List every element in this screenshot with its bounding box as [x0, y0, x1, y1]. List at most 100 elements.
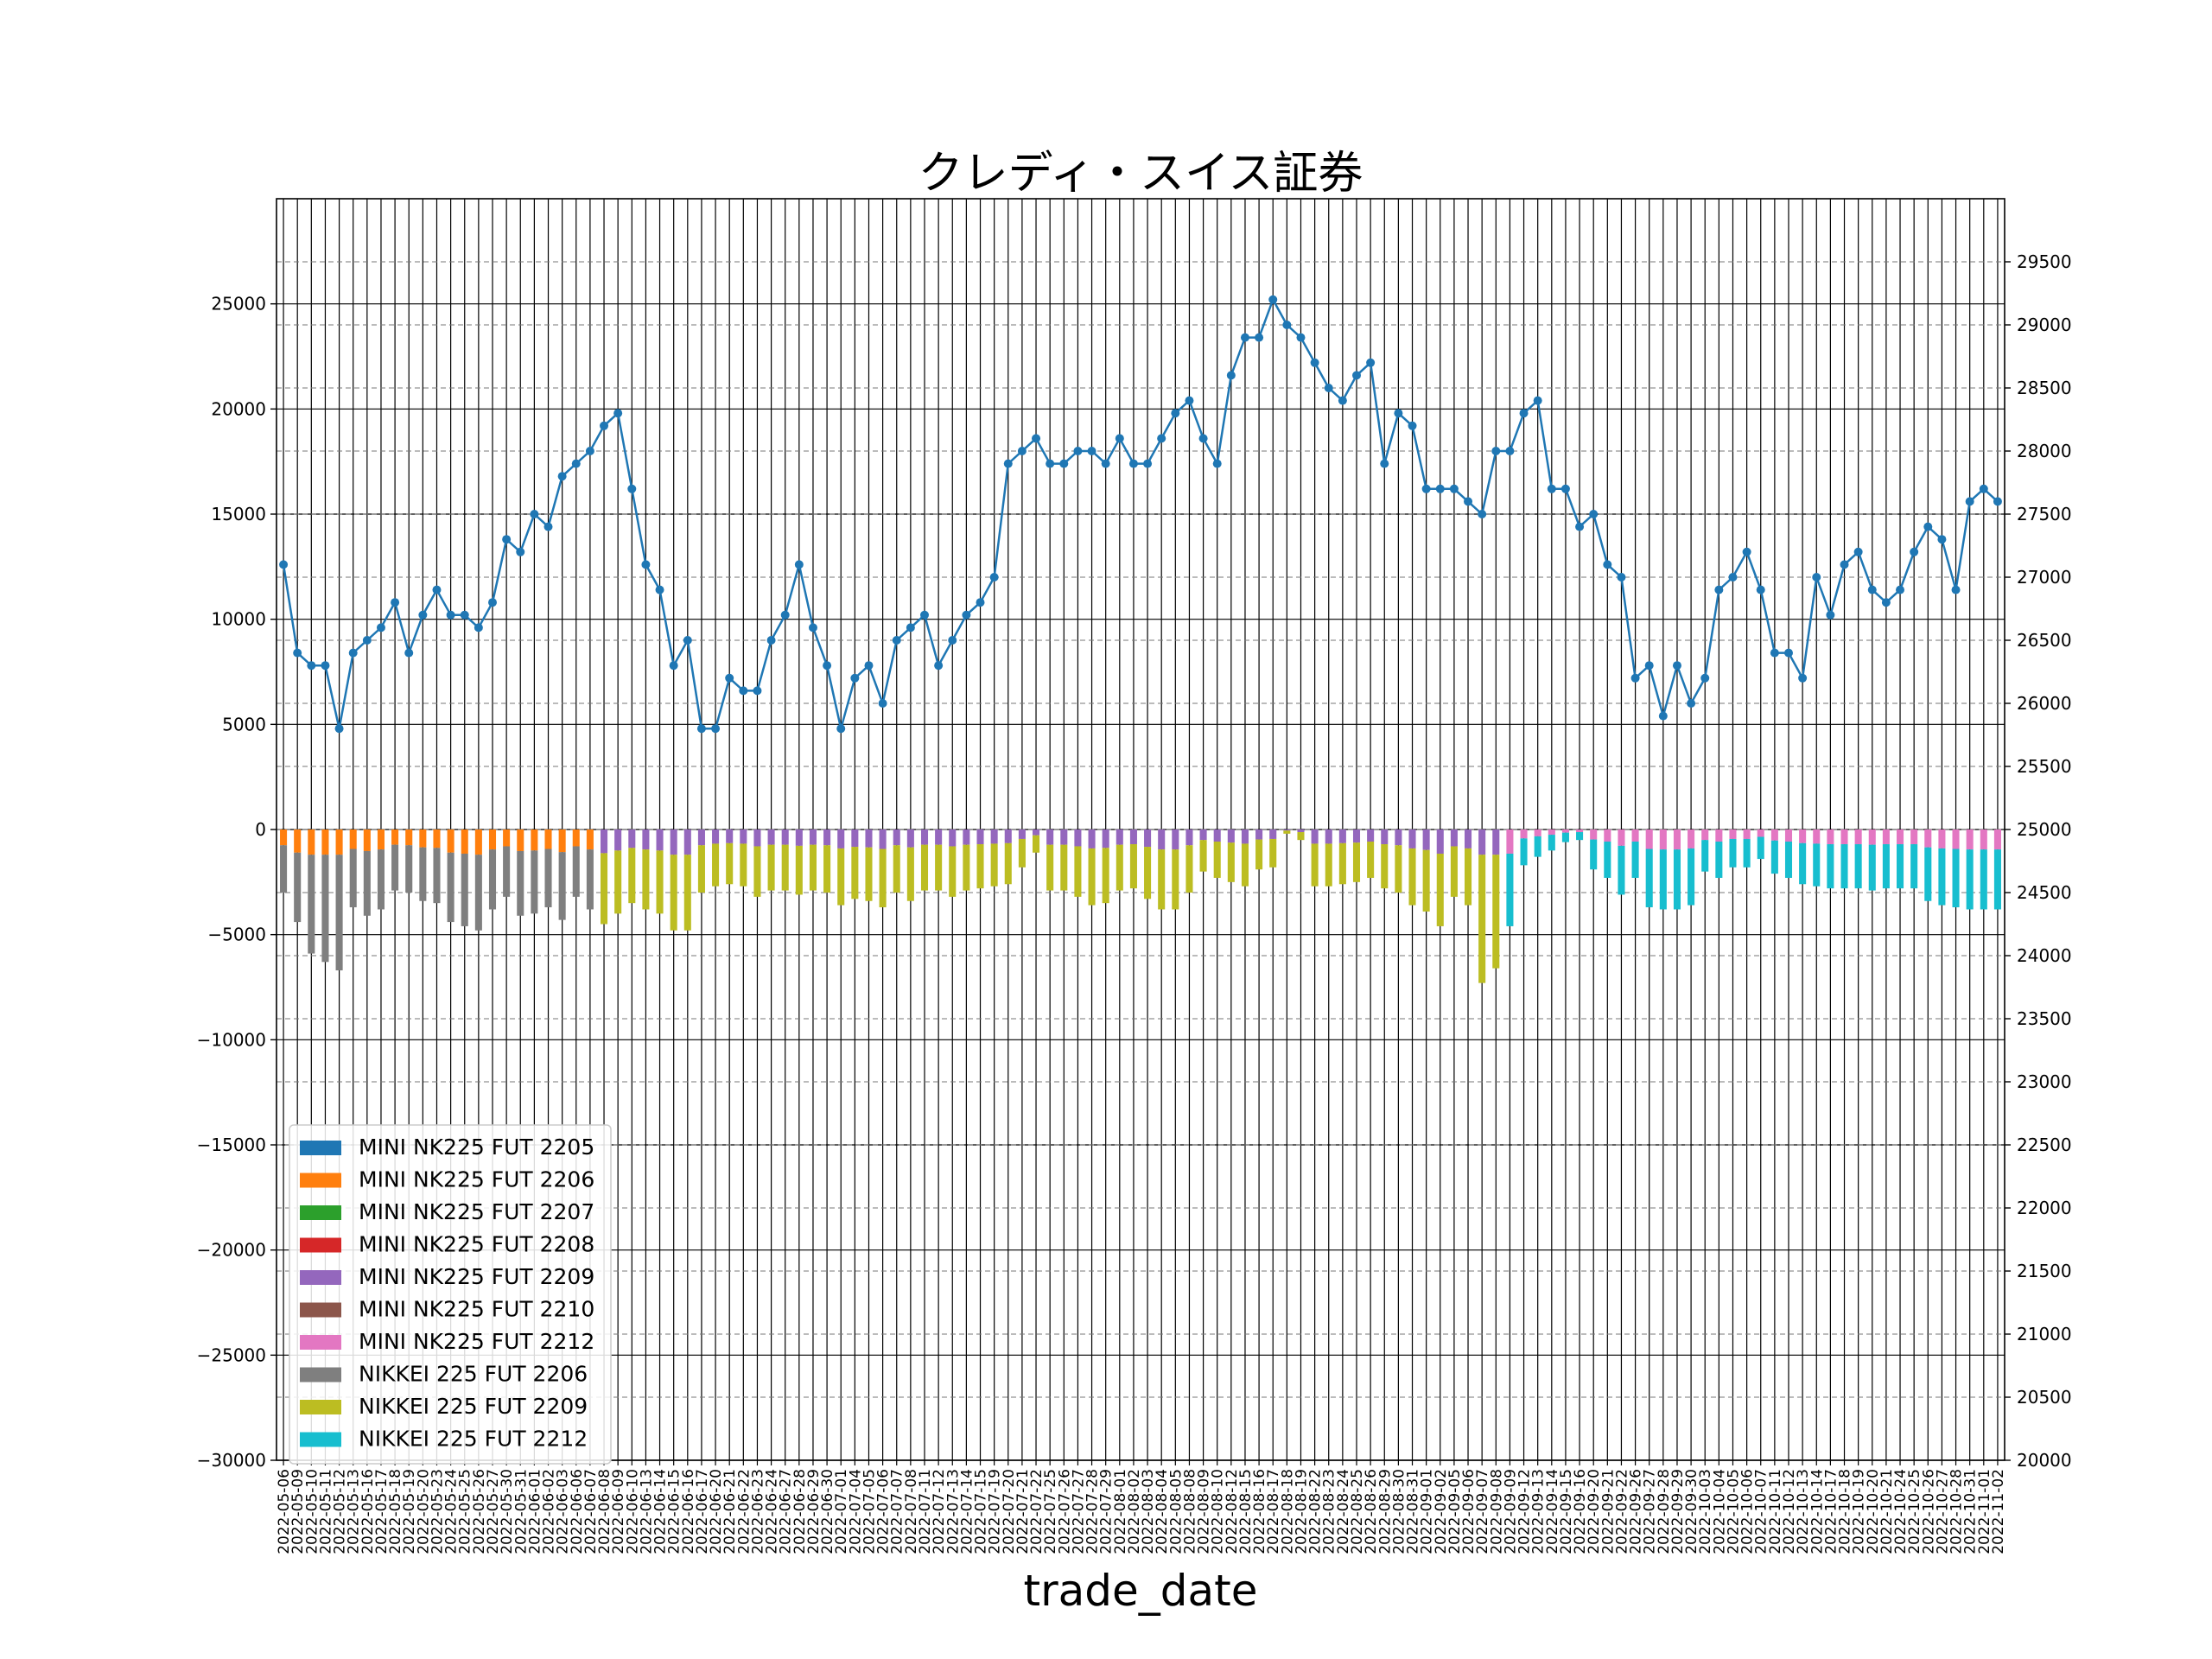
- price-point: [1951, 585, 1961, 594]
- bar-segment: [1854, 844, 1862, 889]
- price-point: [1282, 321, 1292, 329]
- price-line: [279, 295, 2002, 734]
- price-point: [1421, 484, 1431, 493]
- bar-segment: [1367, 841, 1375, 878]
- bar-segment: [1381, 844, 1389, 889]
- bar-segment: [1882, 830, 1890, 845]
- bar-segment: [753, 846, 761, 897]
- bar-segment: [1868, 844, 1876, 891]
- bar-segment: [1088, 848, 1096, 906]
- price-point: [1923, 522, 1933, 531]
- bar-segment: [1158, 830, 1166, 850]
- x-tick-label: 2022-05-12: [332, 1469, 349, 1554]
- x-tick-label: 2022-07-15: [973, 1469, 990, 1554]
- bar-segment: [656, 830, 664, 851]
- x-tick-label: 2022-05-30: [499, 1469, 516, 1554]
- price-point: [1296, 333, 1306, 342]
- price-point: [432, 585, 442, 594]
- bar-segment: [433, 830, 441, 849]
- y2-tick-label: 27000: [2017, 567, 2072, 588]
- bar-segment: [1213, 830, 1221, 842]
- bar-segment: [1227, 842, 1235, 882]
- price-point: [1784, 648, 1793, 658]
- x-tick-label: 2022-07-21: [1014, 1469, 1032, 1554]
- price-point: [934, 661, 944, 671]
- bar-segment: [1395, 830, 1402, 846]
- bar-segment: [767, 844, 775, 891]
- bar-segment: [1506, 853, 1514, 926]
- x-tick-label: 2022-08-24: [1335, 1469, 1352, 1554]
- bar-segment: [865, 830, 873, 848]
- x-tick-label: 2022-06-29: [805, 1469, 823, 1554]
- chart-title: クレディ・スイス証券: [918, 148, 1363, 200]
- price-point: [1324, 384, 1333, 392]
- price-point: [488, 598, 497, 607]
- x-tick-label: 2022-08-17: [1265, 1469, 1282, 1554]
- bar-segment: [1757, 830, 1764, 837]
- bar-segment: [1770, 830, 1778, 841]
- price-point: [1617, 573, 1626, 582]
- legend-label: MINI NK225 FUT 2207: [359, 1199, 594, 1224]
- price-point: [362, 636, 372, 645]
- x-tick-label: 2022-09-27: [1642, 1469, 1659, 1554]
- price-point: [334, 724, 344, 734]
- bar-segment: [1827, 830, 1834, 845]
- y2-tick-label: 27500: [2017, 504, 2072, 524]
- x-tick-label: 2022-09-12: [1516, 1469, 1534, 1554]
- x-tick-label: 2022-08-12: [1224, 1469, 1241, 1554]
- bar-segment: [1966, 830, 1974, 850]
- bar-segment: [628, 848, 636, 904]
- y2-tick-label: 28000: [2017, 441, 2072, 461]
- bar-segment: [474, 855, 482, 931]
- x-tick-label: 2022-08-04: [1154, 1469, 1171, 1554]
- x-tick-label: 2022-08-19: [1293, 1469, 1310, 1554]
- price-point: [1366, 358, 1376, 367]
- bar-segment: [712, 830, 720, 844]
- price-point: [1128, 459, 1138, 468]
- legend-label: MINI NK225 FUT 2209: [359, 1264, 594, 1289]
- bar-segment: [1144, 847, 1152, 899]
- price-point: [1910, 547, 1919, 556]
- price-point: [1352, 371, 1361, 380]
- bar-segment: [294, 852, 302, 923]
- price-point: [1087, 447, 1096, 455]
- price-point: [1394, 409, 1403, 418]
- x-tick-label: 2022-08-10: [1210, 1469, 1227, 1554]
- bar-segment: [1060, 830, 1068, 845]
- bar-segment: [1492, 830, 1500, 855]
- bar-segment: [670, 855, 677, 931]
- bar-segment: [1408, 848, 1416, 906]
- bar-segment: [683, 855, 691, 931]
- price-point: [920, 610, 929, 620]
- bar-segment: [1033, 830, 1040, 836]
- price-point: [1046, 459, 1055, 468]
- price-point: [989, 573, 999, 582]
- bar-segment: [1338, 842, 1346, 885]
- price-point: [1687, 699, 1696, 708]
- bar-segment: [697, 830, 705, 846]
- y-tick-label: −10000: [197, 1029, 266, 1050]
- bar-segment: [1408, 830, 1416, 849]
- bar-segment: [1199, 840, 1207, 872]
- bar-segment: [1367, 830, 1375, 842]
- bar-segment: [1213, 841, 1221, 878]
- x-tick-label: 2022-07-01: [833, 1469, 850, 1554]
- price-point: [293, 648, 302, 658]
- x-tick-label: 2022-10-03: [1697, 1469, 1714, 1554]
- bar-segment: [377, 849, 385, 910]
- x-tick-label: 2022-10-31: [1962, 1469, 1980, 1554]
- y2-tick-label: 25500: [2017, 756, 2072, 777]
- bar-segment: [1004, 830, 1012, 843]
- bar-segment: [1297, 830, 1305, 833]
- price-point: [1812, 573, 1821, 582]
- bar-segment: [879, 849, 887, 908]
- price-point: [418, 610, 428, 620]
- price-point: [1449, 484, 1459, 493]
- bar-segment: [280, 830, 288, 846]
- price-point: [1464, 497, 1473, 506]
- bar-segment: [1576, 830, 1584, 833]
- x-tick-label: 2022-08-05: [1167, 1469, 1185, 1554]
- x-tick-label: 2022-06-20: [708, 1469, 725, 1554]
- price-point: [1840, 560, 1849, 569]
